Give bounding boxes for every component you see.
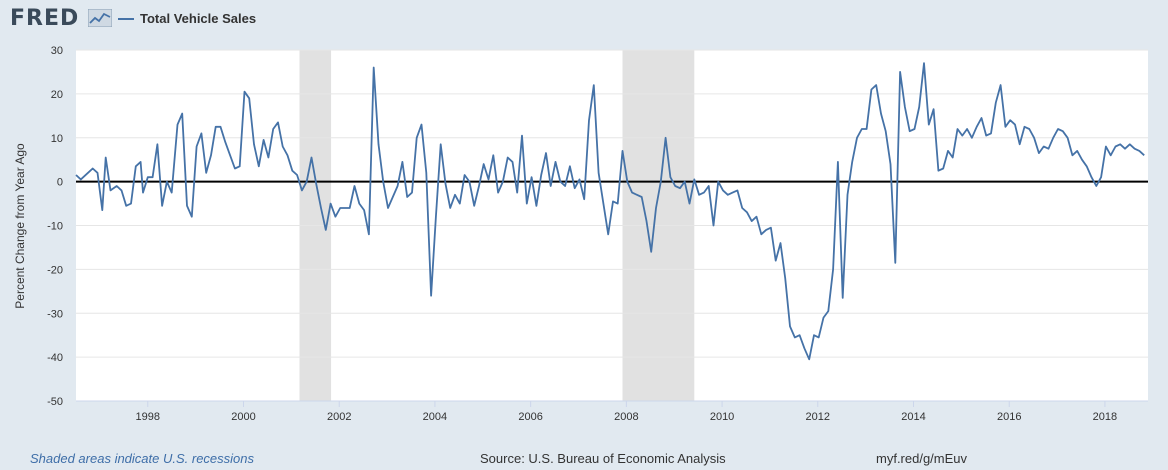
y-tick-label: -50 (47, 396, 63, 408)
x-tick-label: 2006 (518, 411, 542, 423)
y-tick-label: 0 (57, 177, 63, 189)
source-note: Source: U.S. Bureau of Economic Analysis (480, 451, 726, 466)
legend-series-name: Total Vehicle Sales (140, 11, 257, 26)
series-line-total-vehicle-sales (75, 62, 1145, 361)
recession-note: Shaded areas indicate U.S. recessions (30, 451, 255, 466)
x-tick-label: 2002 (327, 411, 351, 423)
y-tick-label: -30 (47, 308, 63, 320)
x-tick-label: 2010 (710, 411, 734, 423)
y-tick-label: -10 (47, 221, 63, 233)
legend: Total Vehicle Sales (118, 11, 256, 26)
y-tick-label: 30 (51, 45, 63, 57)
y-axis-ticks: 30 20 10 0 -10 -20 -30 -40 -50 (47, 45, 63, 408)
fred-logo[interactable]: FRED (10, 6, 113, 31)
y-tick-label: 10 (51, 133, 63, 145)
x-tick-label: 2012 (806, 411, 830, 423)
x-tick-label: 2018 (1093, 411, 1117, 423)
x-tick-label: 1998 (136, 411, 160, 423)
x-tick-label: 2016 (997, 411, 1021, 423)
x-tick-label: 2004 (423, 411, 447, 423)
y-tick-label: 20 (51, 89, 63, 101)
y-tick-label: -20 (47, 264, 63, 276)
fred-graph-icon (87, 8, 113, 28)
short-url[interactable]: myf.red/g/mEuv (876, 451, 968, 466)
x-axis-ticks: 1998 2000 2002 2004 2006 2008 2010 2012 2014 2016… (76, 400, 1148, 423)
x-tick-label: 2014 (901, 411, 925, 423)
legend-swatch (118, 17, 134, 20)
x-tick-label: 2008 (614, 411, 638, 423)
fred-logo-text: FRED (10, 6, 80, 31)
y-tick-label: -40 (47, 352, 63, 364)
x-tick-label: 2000 (231, 411, 255, 423)
y-axis-label: Percent Change from Year Ago (13, 143, 27, 309)
